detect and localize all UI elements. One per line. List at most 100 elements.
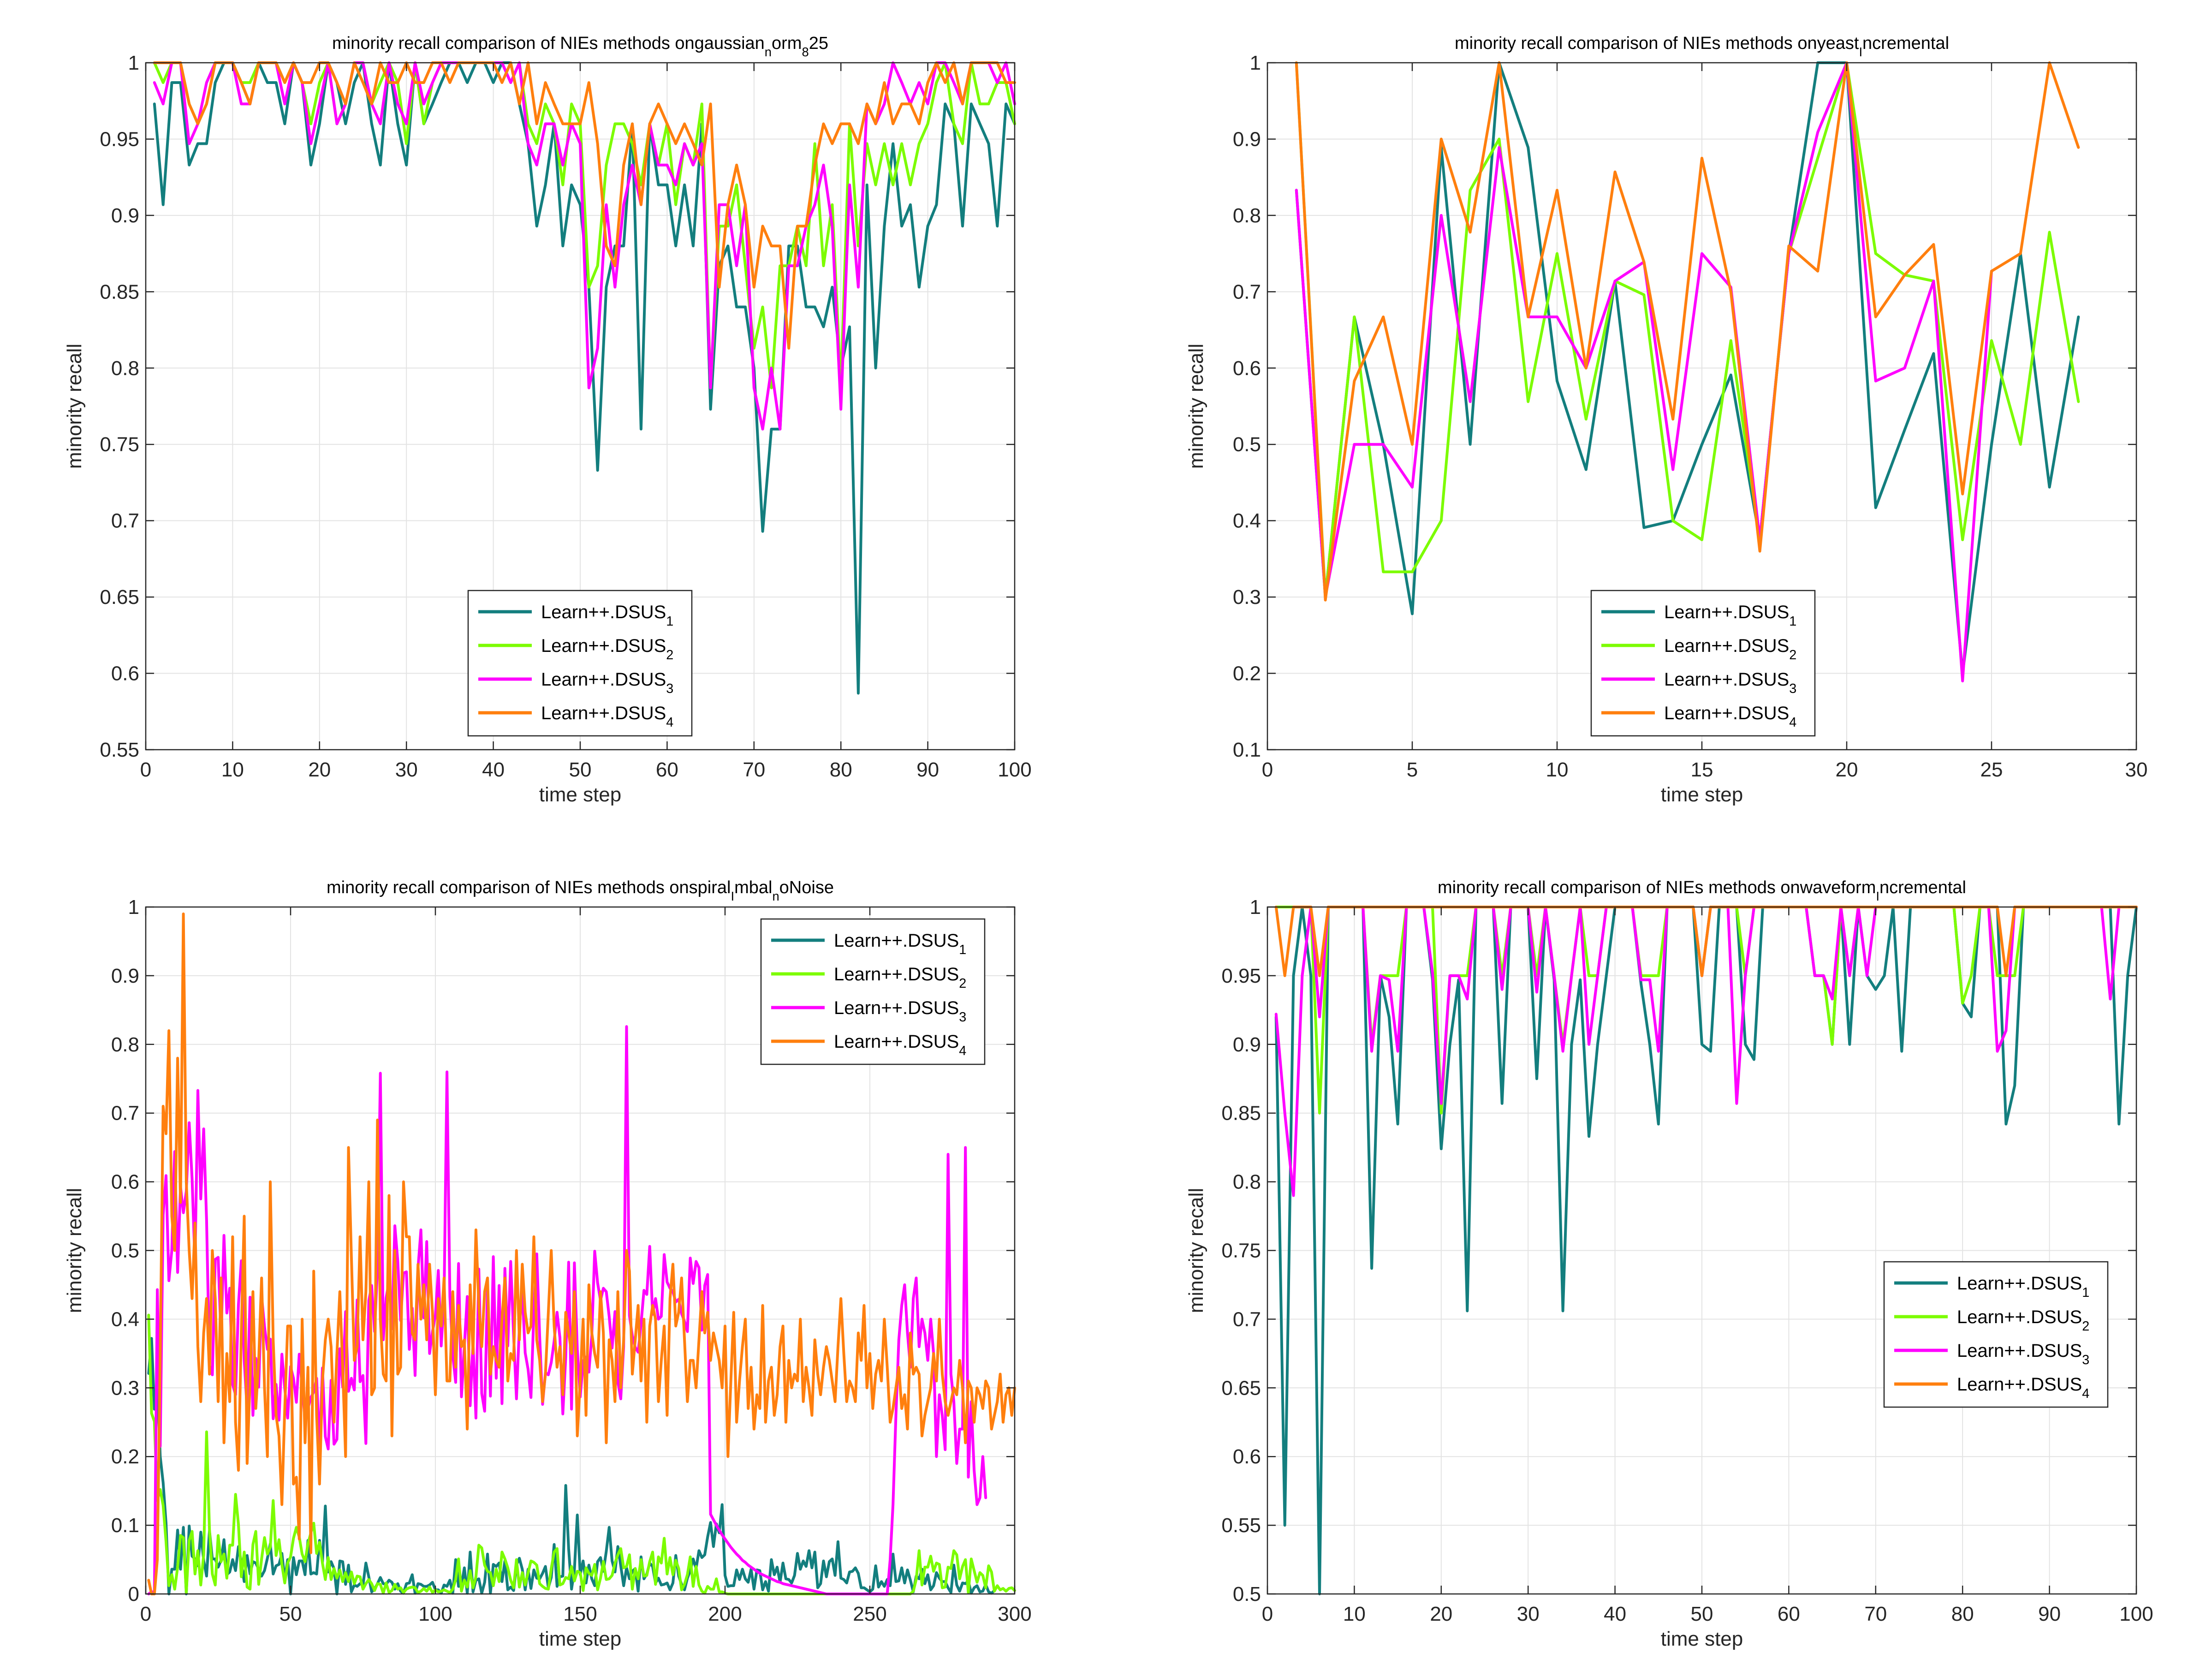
- y-tick-label: 0.8: [111, 357, 139, 380]
- y-axis-label: minority recall: [1185, 344, 1207, 469]
- legend: Learn++.DSUS1 Learn++.DSUS2 Learn++.DSUS3 L…: [1590, 590, 1816, 737]
- y-tick-label: 0.4: [111, 1308, 139, 1331]
- y-tick-label: 1: [1250, 896, 1261, 919]
- y-tick-label: 0.8: [1233, 204, 1261, 227]
- chart-title: minority recall comparison of NIEs metho…: [327, 878, 834, 903]
- legend: Learn++.DSUS1 Learn++.DSUS2 Learn++.DSUS3 L…: [1883, 1261, 2109, 1408]
- y-tick-label: 0.8: [1233, 1171, 1261, 1194]
- legend-label-3: Learn++.DSUS3: [834, 998, 966, 1025]
- x-tick-label: 10: [221, 758, 244, 781]
- x-tick-label: 100: [2119, 1603, 2153, 1625]
- x-tick-label: 30: [2125, 758, 2148, 781]
- x-tick-label: 100: [998, 758, 1031, 781]
- x-tick-label: 15: [1691, 758, 1713, 781]
- chart-title: minority recall comparison of NIEs metho…: [332, 34, 828, 59]
- x-tick-label: 250: [853, 1603, 886, 1625]
- x-tick-label: 150: [563, 1603, 597, 1625]
- x-tick-label: 0: [1262, 1603, 1273, 1625]
- y-tick-label: 0.6: [1233, 357, 1261, 380]
- x-tick-label: 60: [1778, 1603, 1800, 1625]
- x-tick-label: 100: [418, 1603, 452, 1625]
- x-tick-label: 80: [1951, 1603, 1974, 1625]
- x-tick-label: 0: [140, 758, 151, 781]
- series-line-4: [153, 61, 1016, 350]
- x-tick-label: 10: [1343, 1603, 1366, 1625]
- legend: Learn++.DSUS1 Learn++.DSUS2 Learn++.DSUS3 L…: [760, 918, 986, 1065]
- chart-panel-3: 0 50 100 150 200 250 300 0 0.1 0.2 0.3 0.4 0.5 0.6 0.7…: [63, 878, 1032, 1650]
- legend-label-2: Learn++.DSUS2: [1664, 636, 1796, 662]
- x-tick-label: 0: [1262, 758, 1273, 781]
- chart-title: minority recall comparison of NIEs metho…: [1455, 34, 1949, 59]
- legend-label-1: Learn++.DSUS1: [541, 602, 673, 629]
- legend-label-2: Learn++.DSUS2: [1957, 1307, 2089, 1334]
- x-tick-label: 300: [998, 1603, 1031, 1625]
- y-axis-label: minority recall: [63, 344, 86, 469]
- legend-label-1: Learn++.DSUS1: [1957, 1273, 2089, 1300]
- y-tick-label: 0.55: [100, 739, 139, 761]
- x-tick-label: 40: [482, 758, 505, 781]
- y-tick-label: 0.65: [100, 586, 139, 609]
- y-tick-label: 0.7: [1233, 1308, 1261, 1331]
- y-tick-label: 0.6: [111, 1171, 139, 1194]
- y-tick-label: 0.9: [111, 204, 139, 227]
- y-tick-label: 0.1: [111, 1514, 139, 1537]
- legend-label-2: Learn++.DSUS2: [834, 964, 966, 991]
- x-tick-label: 10: [1546, 758, 1569, 781]
- legend-label-4: Learn++.DSUS4: [541, 703, 673, 730]
- chart-panel-4: 0 10 20 30 40 50 60 70 80 90 100 0.5 0.55 0.6 0.65 0.7 0…: [1185, 878, 2153, 1650]
- y-axis-label: minority recall: [1185, 1188, 1207, 1313]
- chart-title: minority recall comparison of NIEs metho…: [1438, 878, 1966, 903]
- x-tick-label: 0: [140, 1603, 151, 1625]
- y-tick-label: 0.75: [100, 433, 139, 456]
- legend-label-3: Learn++.DSUS3: [1957, 1341, 2089, 1367]
- x-tick-label: 20: [308, 758, 331, 781]
- x-tick-label: 90: [916, 758, 939, 781]
- y-tick-label: 0.3: [1233, 586, 1261, 609]
- legend-label-1: Learn++.DSUS1: [1664, 602, 1796, 629]
- legend-label-3: Learn++.DSUS3: [1664, 669, 1796, 696]
- x-tick-label: 60: [656, 758, 678, 781]
- series-line-2: [1295, 61, 2080, 599]
- y-tick-label: 0.9: [1233, 128, 1261, 150]
- y-tick-label: 1: [128, 52, 139, 74]
- y-tick-label: 0.65: [1221, 1377, 1261, 1399]
- x-tick-label: 70: [1864, 1603, 1887, 1625]
- y-tick-label: 0.4: [1233, 510, 1261, 532]
- y-tick-label: 0.6: [1233, 1445, 1261, 1468]
- legend-label-3: Learn++.DSUS3: [541, 669, 673, 696]
- y-tick-label: 0.7: [1233, 280, 1261, 303]
- y-tick-label: 0.3: [111, 1377, 139, 1399]
- y-axis-label: minority recall: [63, 1188, 86, 1313]
- y-tick-label: 0.7: [111, 1102, 139, 1125]
- x-tick-label: 80: [830, 758, 852, 781]
- x-tick-label: 5: [1407, 758, 1418, 781]
- x-tick-label: 50: [1691, 1603, 1713, 1625]
- x-axis-label: time step: [539, 783, 622, 806]
- x-tick-label: 20: [1836, 758, 1858, 781]
- y-tick-label: 0.2: [111, 1445, 139, 1468]
- x-tick-label: 25: [1980, 758, 2003, 781]
- x-tick-label: 50: [279, 1603, 302, 1625]
- y-tick-label: 0.85: [100, 280, 139, 303]
- y-tick-label: 0: [128, 1583, 139, 1605]
- chart-panel-1: 0 10 20 30 40 50 60 70 80 90 100 0.55 0.6 0.65 0.7 0.75…: [63, 34, 1032, 806]
- series-line-4: [147, 912, 1016, 1595]
- series-line-4: [1295, 61, 2080, 602]
- y-tick-label: 0.95: [1221, 965, 1261, 987]
- y-tick-label: 0.85: [1221, 1102, 1261, 1125]
- legend-label-4: Learn++.DSUS4: [1957, 1374, 2089, 1401]
- y-tick-label: 1: [1250, 52, 1261, 74]
- legend-label-4: Learn++.DSUS4: [834, 1032, 966, 1058]
- x-tick-label: 200: [708, 1603, 742, 1625]
- y-tick-label: 0.95: [100, 128, 139, 150]
- y-tick-label: 0.55: [1221, 1514, 1261, 1537]
- y-tick-label: 0.5: [1233, 433, 1261, 456]
- x-axis-label: time step: [539, 1628, 622, 1650]
- y-tick-label: 0.8: [111, 1033, 139, 1056]
- legend-label-1: Learn++.DSUS1: [834, 931, 966, 957]
- series-line-1: [147, 1337, 996, 1595]
- x-tick-label: 50: [569, 758, 592, 781]
- x-tick-label: 40: [1604, 1603, 1626, 1625]
- x-axis-label: time step: [1661, 1628, 1743, 1650]
- x-tick-label: 20: [1430, 1603, 1452, 1625]
